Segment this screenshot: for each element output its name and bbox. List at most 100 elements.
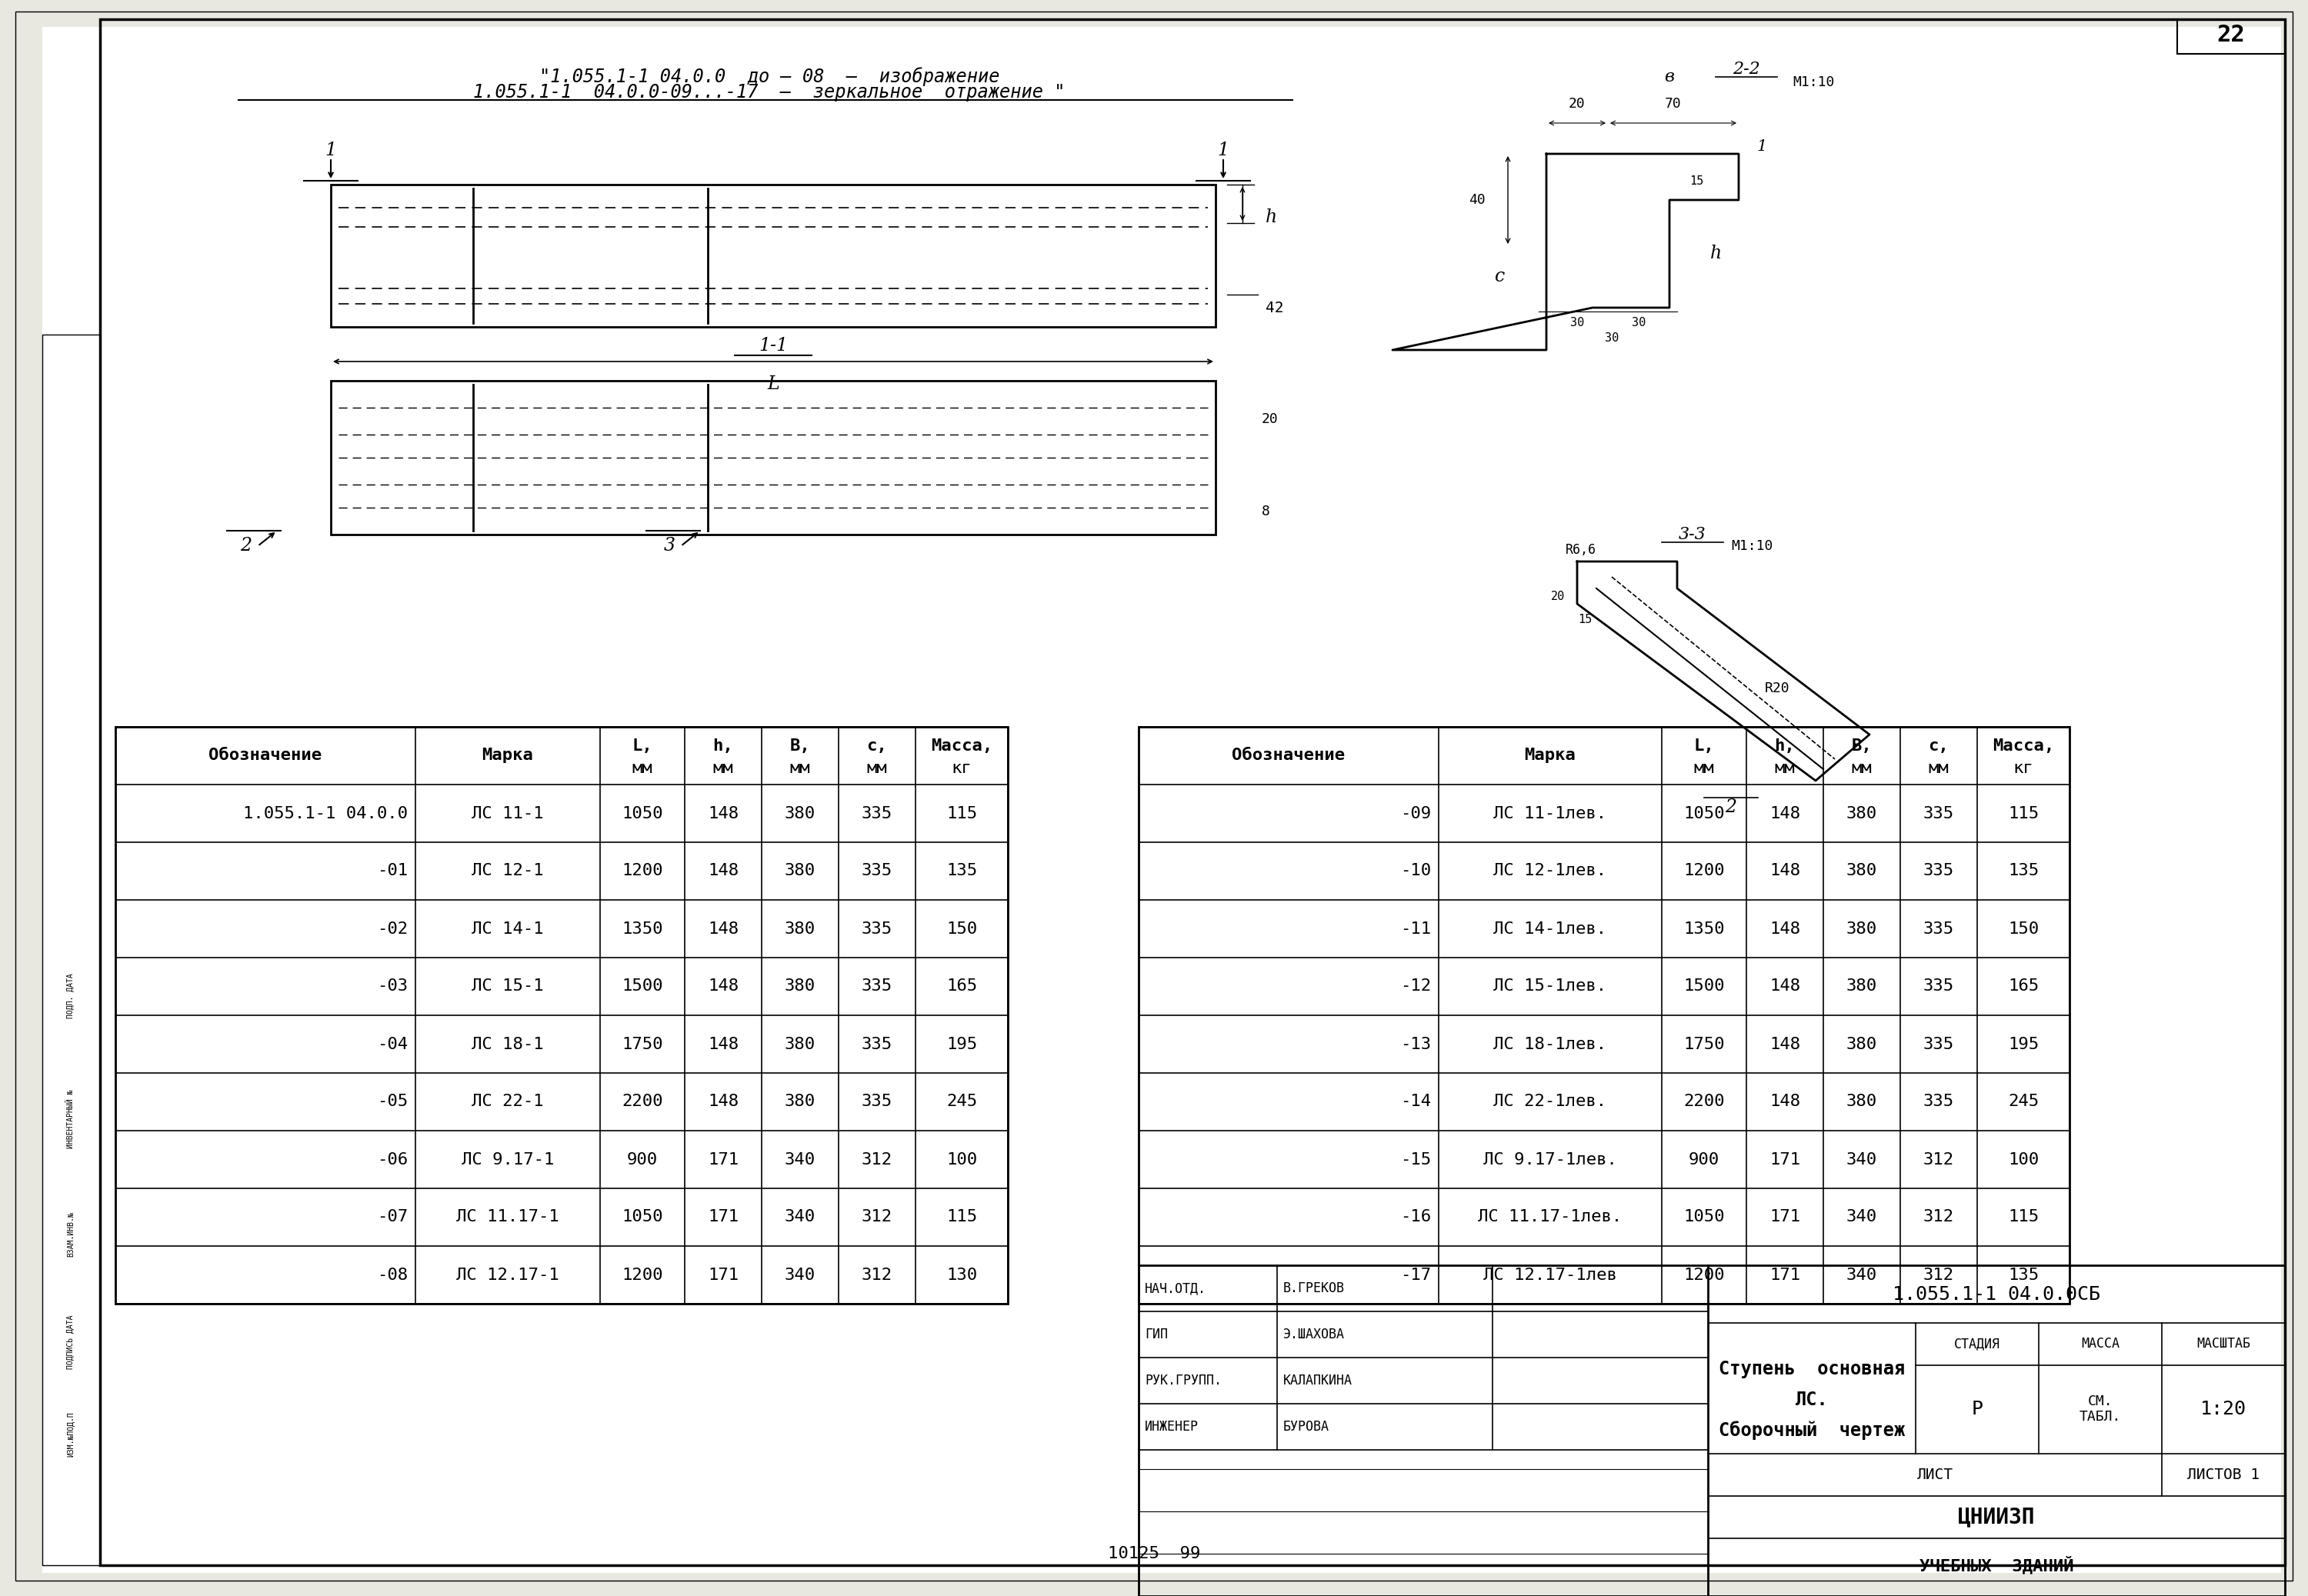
Text: 335: 335 xyxy=(861,806,893,820)
Text: 1:20: 1:20 xyxy=(2200,1400,2246,1419)
Text: 30: 30 xyxy=(1569,318,1583,329)
Text: ВЗАМ.ИНВ.№: ВЗАМ.ИНВ.№ xyxy=(67,1211,74,1258)
Text: L,: L, xyxy=(632,739,653,753)
Text: -13: -13 xyxy=(1401,1036,1431,1052)
Text: 135: 135 xyxy=(2008,863,2038,879)
Text: 3-3: 3-3 xyxy=(1678,527,1706,543)
Text: 148: 148 xyxy=(1770,978,1800,994)
Text: -14: -14 xyxy=(1401,1095,1431,1109)
Bar xyxy=(115,726,1009,1304)
Text: 8: 8 xyxy=(1262,504,1269,519)
Text: 148: 148 xyxy=(1770,863,1800,879)
Text: 2: 2 xyxy=(1724,798,1736,817)
Text: 1050: 1050 xyxy=(621,1210,662,1224)
Text: Р: Р xyxy=(1971,1400,1983,1419)
Text: 312: 312 xyxy=(1923,1210,1955,1224)
Text: -02: -02 xyxy=(376,921,409,937)
Text: мм: мм xyxy=(1851,761,1872,776)
Text: -12: -12 xyxy=(1401,978,1431,994)
Text: ЛС 14-1лев.: ЛС 14-1лев. xyxy=(1493,921,1606,937)
Text: "1.055.1-1 04.0.0  до – 08  —  изображение: "1.055.1-1 04.0.0 до – 08 — изображение xyxy=(540,67,999,86)
Text: В.ГРЕКОВ: В.ГРЕКОВ xyxy=(1283,1282,1346,1296)
Text: 2200: 2200 xyxy=(1683,1095,1724,1109)
Text: 340: 340 xyxy=(785,1267,815,1283)
Text: 148: 148 xyxy=(709,1036,739,1052)
Text: ЛС 11-1лев.: ЛС 11-1лев. xyxy=(1493,806,1606,820)
Text: 340: 340 xyxy=(1846,1210,1876,1224)
Text: 380: 380 xyxy=(785,806,815,820)
Text: Сборочный  чертеж: Сборочный чертеж xyxy=(1719,1420,1904,1440)
Bar xyxy=(330,381,1216,535)
Bar xyxy=(330,185,1216,327)
Text: 1-1: 1-1 xyxy=(759,337,787,354)
Text: c,: c, xyxy=(1929,739,1948,753)
Text: 335: 335 xyxy=(861,863,893,879)
Text: ЛС 12-1: ЛС 12-1 xyxy=(471,863,545,879)
Text: 171: 171 xyxy=(1770,1267,1800,1283)
Text: РУК.ГРУПП.: РУК.ГРУПП. xyxy=(1145,1374,1221,1387)
Text: ЛС 12-1лев.: ЛС 12-1лев. xyxy=(1493,863,1606,879)
Text: 380: 380 xyxy=(785,1095,815,1109)
Text: 15: 15 xyxy=(1579,613,1593,626)
Text: 115: 115 xyxy=(2008,1210,2038,1224)
Text: 1200: 1200 xyxy=(1683,1267,1724,1283)
Text: 148: 148 xyxy=(709,863,739,879)
Text: 380: 380 xyxy=(785,921,815,937)
Text: 148: 148 xyxy=(709,978,739,994)
Text: 1: 1 xyxy=(325,140,337,160)
Text: 1350: 1350 xyxy=(1683,921,1724,937)
Text: мм: мм xyxy=(632,761,653,776)
Text: -06: -06 xyxy=(376,1152,409,1167)
Text: мм: мм xyxy=(868,761,886,776)
Text: ЛС.: ЛС. xyxy=(1796,1390,1828,1409)
Text: 115: 115 xyxy=(2008,806,2038,820)
Text: 335: 335 xyxy=(1923,1036,1955,1052)
Text: 171: 171 xyxy=(1770,1210,1800,1224)
Text: 2: 2 xyxy=(240,538,252,555)
Text: 335: 335 xyxy=(861,978,893,994)
Text: кг: кг xyxy=(2013,761,2033,776)
Text: c,: c, xyxy=(868,739,886,753)
Text: 165: 165 xyxy=(946,978,976,994)
Text: 15: 15 xyxy=(1689,176,1703,187)
Text: 148: 148 xyxy=(709,921,739,937)
Text: -10: -10 xyxy=(1401,863,1431,879)
Text: L: L xyxy=(766,375,780,394)
Text: -09: -09 xyxy=(1401,806,1431,820)
Text: 1200: 1200 xyxy=(621,1267,662,1283)
Text: 1: 1 xyxy=(1756,139,1768,153)
Text: 150: 150 xyxy=(2008,921,2038,937)
Text: ЛС 12.17-1лев: ЛС 12.17-1лев xyxy=(1484,1267,1618,1283)
Text: -05: -05 xyxy=(376,1095,409,1109)
Text: ИНЖЕНЕР: ИНЖЕНЕР xyxy=(1145,1420,1198,1433)
Text: 380: 380 xyxy=(785,978,815,994)
Text: 1.055.1-1 04.0.0СБ: 1.055.1-1 04.0.0СБ xyxy=(1893,1285,2100,1304)
Text: 1750: 1750 xyxy=(1683,1036,1724,1052)
Text: 195: 195 xyxy=(946,1036,976,1052)
Text: 335: 335 xyxy=(1923,1095,1955,1109)
Text: Масса,: Масса, xyxy=(1992,739,2054,753)
Text: R20: R20 xyxy=(1766,681,1789,696)
Text: -16: -16 xyxy=(1401,1210,1431,1224)
Text: 340: 340 xyxy=(785,1210,815,1224)
Text: 340: 340 xyxy=(785,1152,815,1167)
Text: 1.055.1-1 04.0.0: 1.055.1-1 04.0.0 xyxy=(242,806,409,820)
Text: ЛС 12.17-1: ЛС 12.17-1 xyxy=(457,1267,559,1283)
Text: Обозначение: Обозначение xyxy=(1232,749,1346,763)
Text: НАЧ.ОТД.: НАЧ.ОТД. xyxy=(1145,1282,1207,1296)
Text: 148: 148 xyxy=(1770,806,1800,820)
Text: 148: 148 xyxy=(1770,921,1800,937)
Text: -11: -11 xyxy=(1401,921,1431,937)
Text: Марка: Марка xyxy=(1526,749,1576,763)
Text: R6,6: R6,6 xyxy=(1565,543,1597,557)
Text: ПОДП. ДАТА: ПОДП. ДАТА xyxy=(67,974,74,1018)
Text: 900: 900 xyxy=(628,1152,658,1167)
Text: -15: -15 xyxy=(1401,1152,1431,1167)
Text: -07: -07 xyxy=(376,1210,409,1224)
Text: 171: 171 xyxy=(709,1267,739,1283)
Text: 340: 340 xyxy=(1846,1267,1876,1283)
Text: 380: 380 xyxy=(1846,1095,1876,1109)
Text: 312: 312 xyxy=(861,1267,893,1283)
Text: 1500: 1500 xyxy=(1683,978,1724,994)
Text: МАСШТАБ: МАСШТАБ xyxy=(2197,1337,2250,1352)
